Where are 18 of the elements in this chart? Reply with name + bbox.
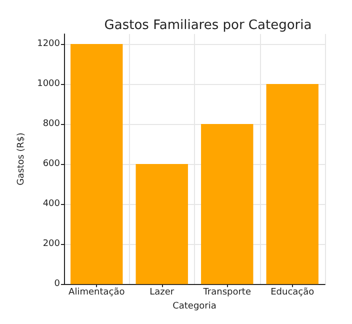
- y-tick-label: 400: [42, 199, 60, 210]
- y-tick-label: 600: [42, 159, 60, 170]
- y-tick-label: 1200: [37, 39, 60, 50]
- x-tick-label: Lazer: [150, 288, 174, 298]
- x-tick-label: Alimentação: [68, 288, 126, 298]
- x-tick-label: Transporte: [202, 288, 252, 298]
- x-axis-title: Categoria: [172, 302, 216, 312]
- y-axis-title: Gastos (R$): [16, 132, 27, 186]
- y-tick-label: 0: [54, 279, 60, 290]
- bar: [266, 84, 318, 284]
- y-tick-label: 200: [42, 239, 60, 250]
- y-tick-label: 1000: [37, 79, 60, 90]
- x-tick-label: Educação: [270, 288, 315, 298]
- bar: [70, 44, 123, 284]
- y-tick-label: 800: [42, 119, 60, 130]
- bar: [201, 124, 254, 284]
- chart-title: Gastos Familiares por Categoria: [104, 18, 312, 33]
- bar: [136, 164, 188, 284]
